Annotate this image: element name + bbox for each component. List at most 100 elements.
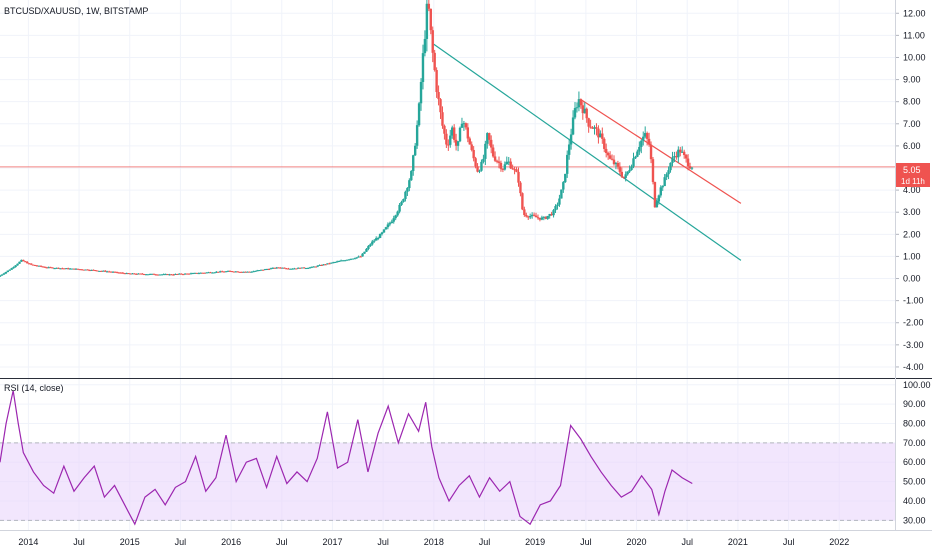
candle-body — [267, 269, 271, 271]
candle-body — [318, 265, 321, 267]
candle-body — [480, 161, 483, 171]
candle-body — [182, 274, 185, 276]
candle-body — [53, 268, 56, 270]
candle-body — [14, 265, 17, 268]
candle-body — [302, 267, 306, 269]
candle-body — [6, 270, 9, 272]
candle-body — [221, 271, 224, 273]
candle-body — [468, 138, 471, 145]
candle-body — [172, 274, 175, 276]
candle-body — [244, 271, 247, 273]
candle-body — [688, 166, 692, 169]
candle-body — [491, 147, 495, 157]
candle-body — [207, 272, 210, 274]
candle-body — [579, 99, 583, 106]
candle-body — [367, 246, 370, 249]
candle-body — [525, 214, 528, 217]
candle-body — [43, 266, 47, 268]
candle-body — [681, 151, 684, 153]
candle-body — [148, 273, 152, 275]
candle-body — [337, 260, 341, 262]
candle-body — [98, 270, 101, 272]
candle-body — [219, 271, 222, 273]
candle-body — [437, 92, 440, 100]
candle-body — [451, 127, 454, 136]
candle-body — [39, 265, 43, 267]
candle-body — [269, 268, 273, 270]
candle-body — [261, 269, 265, 271]
candle-body — [575, 107, 579, 109]
candle-body — [82, 269, 86, 271]
candle-body — [519, 182, 522, 194]
candle-layer — [0, 0, 694, 277]
candle-body — [406, 188, 409, 192]
candle-body — [361, 253, 364, 257]
candle-body — [682, 151, 686, 156]
candle-body — [252, 271, 255, 273]
candle-body — [413, 145, 417, 156]
candle-body — [289, 268, 292, 270]
candle-body — [675, 156, 678, 158]
candle-body — [185, 273, 189, 275]
candle-body — [306, 267, 310, 269]
candle-body — [495, 160, 499, 162]
candle-body — [476, 166, 479, 172]
x-tick-label: Jul — [175, 537, 187, 547]
candle-body — [419, 82, 423, 104]
candle-body — [478, 170, 481, 172]
candle-body — [88, 270, 91, 272]
x-tick-label: 2018 — [424, 537, 444, 547]
candle-body — [55, 267, 58, 269]
candle-body — [246, 271, 249, 273]
candle-body — [250, 271, 253, 273]
candle-body — [109, 271, 113, 273]
x-tick-label: 2017 — [322, 537, 342, 547]
candle-body — [638, 146, 641, 152]
candle-body — [234, 271, 238, 273]
candle-body — [217, 271, 220, 273]
candle-body — [26, 261, 29, 264]
candle-body — [183, 273, 187, 275]
candle-body — [382, 229, 386, 233]
candle-body — [195, 272, 199, 274]
candle-body — [263, 269, 267, 271]
candle-body — [37, 265, 41, 267]
candle-body — [595, 127, 598, 129]
candle-body — [18, 261, 21, 264]
candle-body — [343, 260, 347, 262]
candle-body — [156, 274, 160, 276]
candle-body — [425, 3, 429, 39]
candle-body — [168, 274, 171, 276]
candle-body — [345, 259, 349, 261]
candle-body — [230, 271, 234, 273]
candle-body — [515, 169, 518, 172]
y-tick-label: 12.00 — [903, 8, 926, 18]
candle-body — [517, 171, 520, 183]
candle-body — [636, 151, 639, 157]
y-tick-label: -3.00 — [903, 340, 924, 350]
candle-body — [628, 169, 631, 172]
candle-body — [285, 268, 288, 270]
candle-body — [35, 265, 39, 267]
candle-body — [669, 162, 672, 171]
candle-body — [626, 171, 629, 175]
candle-body — [503, 164, 507, 170]
x-tick-label: 2016 — [221, 537, 241, 547]
candle-body — [400, 201, 403, 205]
candle-body — [152, 273, 156, 275]
candle-body — [59, 268, 62, 270]
candle-body — [170, 274, 173, 276]
candle-body — [28, 263, 31, 265]
y-tick-label: -4.00 — [903, 362, 924, 372]
candle-body — [606, 153, 610, 156]
candle-body — [643, 133, 647, 137]
candle-body — [320, 265, 323, 267]
y-tick-label: 0.00 — [903, 274, 921, 284]
candle-body — [45, 267, 48, 269]
candle-body — [659, 187, 662, 196]
candle-body — [655, 201, 659, 208]
candle-body — [380, 232, 384, 235]
candle-body — [488, 133, 491, 140]
candle-body — [336, 261, 339, 263]
candle-body — [435, 70, 438, 93]
